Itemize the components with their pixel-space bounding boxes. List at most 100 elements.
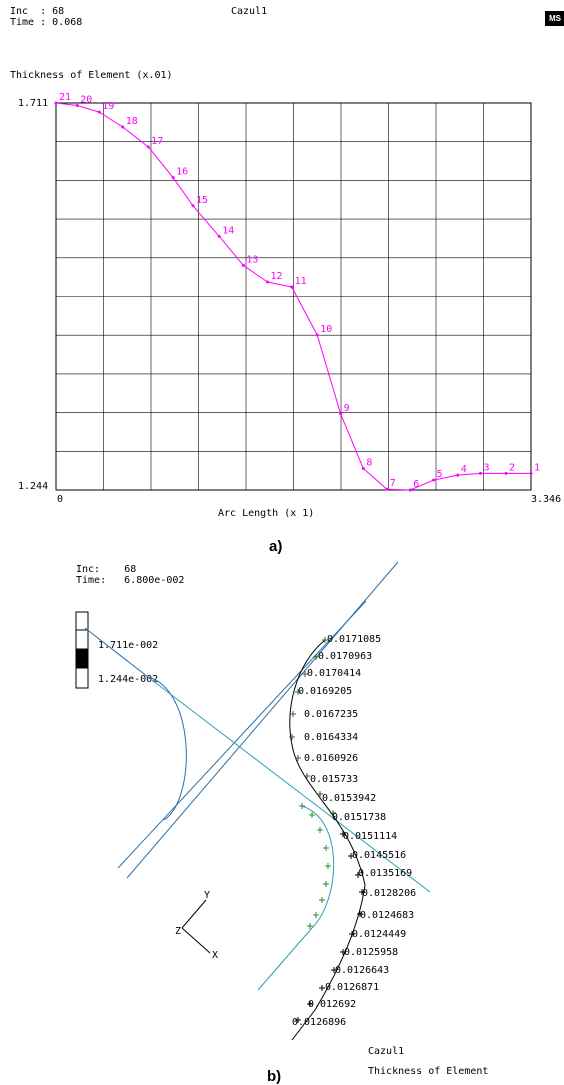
inc-readout: Inc : 68 [10,6,64,17]
thickness-value-label: 0.0126896 [292,1017,346,1028]
inc-value-b: 68 [124,564,137,575]
x-min-tick-label: 0 [57,494,63,505]
data-label-7: 7 [390,478,396,489]
caption-a: a) [269,538,283,555]
data-label-2: 2 [509,462,515,473]
thickness-value-label: 0.0170963 [318,651,372,662]
thickness-value-label: 0.0170414 [307,668,361,679]
data-point-15 [191,204,195,208]
time-readout: Time : 0.068 [10,17,82,28]
thickness-value-label: 0.0145516 [352,850,406,861]
data-point-9 [339,412,343,416]
caption-b: b) [267,1068,282,1085]
element-marker [307,1001,313,1007]
data-point-21 [54,101,58,105]
chart-grid [56,103,531,490]
thickness-line-chart: Thickness of Element (x.01) 1.711 1.244 … [10,70,561,519]
data-point-19 [97,110,101,114]
element-marker [309,812,315,818]
y-min-tick-label: 1.244 [18,481,48,492]
data-label-21: 21 [59,92,71,103]
thickness-value-label: 0.0164334 [304,732,358,743]
axis-y-label: Y [204,890,210,901]
element-marker [323,881,329,887]
data-label-19: 19 [102,101,114,112]
thickness-value-label: 0.015733 [310,774,358,785]
thickness-value-label: 0.0128206 [362,888,416,899]
data-label-12: 12 [271,271,283,282]
data-label-3: 3 [483,462,489,473]
thickness-value-labels: 0.0171085 0.0170963 0.0170414 0.0169205 0.01… [292,634,416,1028]
sheet-midline [289,639,366,1041]
data-label-11: 11 [295,276,307,287]
element-marker [295,1017,301,1023]
thickness-value-label: 0.0125958 [344,947,398,958]
data-point-16 [171,176,175,180]
element-marker [319,985,325,991]
punch-profile [84,627,187,821]
element-marker [304,773,310,779]
data-label-8: 8 [366,457,372,468]
thickness-value-label: 0.0153942 [322,793,376,804]
blank-line-lower [257,805,335,991]
element-marker [322,637,328,643]
thickness-value-label: 0.0167235 [304,709,358,720]
data-label-13: 13 [246,254,258,265]
data-label-6: 6 [413,479,419,490]
inc-label: Inc : [10,6,47,17]
data-point-12 [266,280,270,284]
inc-readout-b: Inc: 68 [76,564,136,575]
element-marker [323,845,329,851]
die-line-left [117,600,367,869]
axis-x-label: X [212,950,218,961]
chart-title: Thickness of Element (x.01) [10,70,173,81]
thickness-value-label: 0.0171085 [327,634,381,645]
data-label-20: 20 [80,94,92,105]
blank-line-upper [147,676,431,893]
data-point-13 [241,263,245,267]
element-marker [319,897,325,903]
thickness-value-label: 0.0169205 [298,686,352,697]
element-marker [349,931,355,937]
legend-scale-dark-band [76,649,88,668]
data-label-16: 16 [176,167,188,178]
data-point-20 [75,103,79,107]
element-marker [317,827,323,833]
element-marker [355,872,361,878]
element-marker [307,923,313,929]
data-point-7 [385,487,389,491]
element-markers [289,637,365,1023]
thickness-value-label: 0.0124683 [360,910,414,921]
data-point-14 [217,234,221,238]
data-label-18: 18 [126,116,138,127]
inc-value: 68 [52,6,65,17]
time-label-b: Time: [76,575,107,586]
time-value-b: 6.800e-002 [124,575,185,586]
legend-max-label: 1.711e-002 [98,640,158,651]
data-point-8 [361,466,365,470]
footer-variable: Thickness of Element [368,1066,488,1077]
element-marker [290,711,296,717]
data-point-10 [315,333,319,337]
die-line-right [126,561,399,879]
axis-z-label: Z [175,926,181,937]
data-point-4 [456,473,460,477]
element-marker [295,755,301,761]
element-marker [330,810,336,816]
data-label-5: 5 [437,469,443,480]
thickness-value-label: 0.0135169 [358,868,412,879]
data-label-4: 4 [461,464,467,475]
y-max-tick-label: 1.711 [18,98,48,109]
element-marker [348,853,354,859]
data-point-17 [146,145,150,149]
thickness-value-label: 0.0126643 [335,965,389,976]
time-value: 0.068 [52,17,83,28]
data-label-17: 17 [151,136,163,147]
legend-min-label: 1.244e-002 [98,674,158,685]
thickness-value-label: 0.0126871 [325,982,379,993]
footer-job: Cazul1 [368,1046,404,1057]
thickness-value-label: 0.0160926 [304,753,358,764]
data-point-5 [432,478,436,482]
x-axis-label: Arc Length (x 1) [218,508,314,519]
